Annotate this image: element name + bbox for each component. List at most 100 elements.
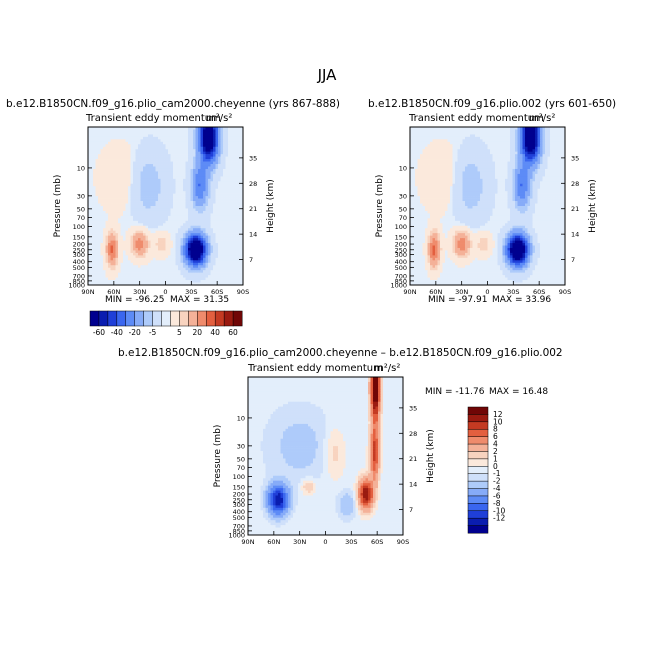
field-cell (125, 146, 129, 150)
field-cell (440, 134, 443, 138)
field-cell (218, 134, 221, 138)
field-cell (470, 149, 473, 152)
field-cell (108, 223, 111, 227)
field-cell (210, 193, 214, 197)
field-cell (240, 260, 244, 264)
field-cell (180, 149, 184, 152)
field-cell (190, 127, 194, 130)
field-cell (238, 228, 241, 231)
field-cell (200, 173, 204, 177)
field-cell (475, 131, 478, 135)
field-cell (105, 206, 109, 209)
field-cell (145, 203, 149, 207)
field-cell (103, 213, 106, 217)
field-cell (235, 238, 239, 241)
field-cell (188, 149, 191, 152)
field-cell (427, 134, 431, 138)
field-cell (550, 154, 553, 157)
field-cell (93, 215, 96, 219)
field-cell (205, 255, 209, 259)
field-cell (485, 136, 488, 140)
field-cell (425, 139, 428, 143)
field-cell (477, 149, 481, 152)
field-cell (225, 215, 229, 219)
field-cell (163, 255, 166, 259)
field-cell (208, 146, 211, 150)
field-cell (120, 151, 124, 155)
field-cell (183, 149, 186, 152)
field-cell (118, 245, 121, 249)
field-cell (500, 161, 503, 165)
field-cell (130, 131, 134, 135)
field-cell (173, 230, 176, 234)
field-cell (467, 134, 471, 138)
field-cell (208, 213, 211, 217)
field-cell (168, 141, 171, 145)
field-cell (537, 139, 541, 143)
field-cell (223, 161, 226, 165)
field-cell (183, 191, 186, 194)
field-cell (143, 156, 146, 160)
field-cell (223, 277, 226, 281)
field-cell (113, 230, 116, 234)
field-cell (218, 173, 221, 177)
field-cell (95, 270, 99, 273)
field-cell (240, 176, 244, 180)
field-cell (195, 201, 199, 204)
field-cell (163, 176, 166, 180)
field-cell (183, 255, 186, 259)
field-cell (512, 149, 516, 152)
field-cell (125, 141, 129, 145)
field-cell (235, 181, 239, 185)
field-cell (225, 178, 229, 182)
field-cell (178, 149, 181, 152)
field-cell (123, 156, 126, 160)
field-cell (412, 164, 416, 167)
field-cell (118, 201, 121, 204)
field-cell (135, 201, 139, 204)
field-cell (552, 159, 556, 162)
field-cell (218, 178, 221, 182)
field-cell (215, 243, 219, 246)
field-cell (170, 149, 174, 152)
field-cell (235, 252, 239, 256)
field-cell (213, 141, 216, 145)
field-cell (195, 164, 199, 167)
field-cell (120, 139, 124, 143)
field-cell (465, 141, 468, 145)
field-cell (140, 260, 144, 264)
field-cell (108, 191, 111, 194)
field-cell (173, 183, 176, 187)
field-cell (105, 203, 109, 207)
field-cell (560, 149, 563, 152)
field-cell (557, 154, 561, 157)
field-cell (435, 139, 438, 143)
field-cell (233, 213, 236, 217)
field-cell (472, 146, 476, 150)
field-cell (158, 134, 161, 138)
field-cell (90, 233, 94, 236)
field-cell (145, 131, 149, 135)
field-cell (220, 146, 224, 150)
field-cell (138, 206, 141, 209)
field-cell (113, 156, 116, 160)
field-cell (135, 235, 139, 239)
field-cell (422, 156, 426, 160)
y-tick-label: 200 (73, 241, 85, 249)
field-cell (475, 144, 478, 148)
field-cell (415, 129, 418, 133)
field-cell (180, 257, 184, 261)
field-cell (90, 275, 94, 278)
field-cell (223, 262, 226, 266)
field-cell (218, 238, 221, 241)
field-cell (110, 171, 114, 175)
field-cell (160, 257, 164, 261)
field-cell (542, 139, 546, 143)
field-cell (105, 208, 109, 212)
field-cell (215, 265, 219, 269)
field-cell (88, 181, 91, 185)
field-cell (213, 164, 216, 167)
field-cell (235, 235, 239, 239)
field-cell (158, 127, 161, 130)
field-cell (153, 280, 156, 283)
